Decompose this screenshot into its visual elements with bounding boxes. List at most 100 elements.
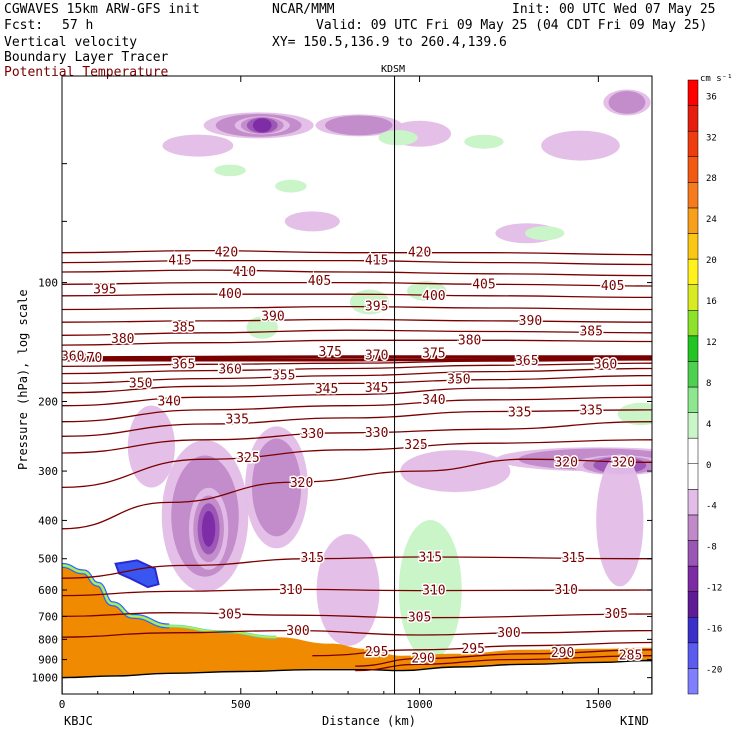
- theta-contour-315: [62, 556, 652, 579]
- theta-contour-310: [62, 588, 652, 597]
- theta-contour-330: [62, 421, 652, 454]
- theta-label: 365: [172, 357, 195, 372]
- theta-label: 285: [619, 649, 642, 664]
- theta-label: 310: [279, 583, 302, 598]
- theta-label: 420: [215, 246, 238, 261]
- theta-label: 375: [318, 345, 341, 360]
- theta-label: 320: [612, 455, 635, 470]
- colorbar-swatch: [687, 565, 699, 592]
- x-tick-label: 1500: [585, 698, 612, 711]
- theta-label: 310: [422, 584, 445, 599]
- updraft-region: [378, 130, 418, 146]
- theta-label: 290: [411, 652, 434, 667]
- colorbar-label: 32: [706, 133, 717, 143]
- theta-label: 315: [301, 551, 324, 566]
- theta-label: 390: [519, 314, 542, 329]
- theta-contour-410: [62, 269, 652, 277]
- colorbar-label: -8: [706, 543, 717, 553]
- theta-label: 345: [365, 381, 388, 396]
- theta-label: 330: [365, 426, 388, 441]
- x-tick-label: 0: [59, 698, 66, 711]
- theta-contour-370: [62, 357, 652, 362]
- colorbar-swatch: [687, 668, 699, 695]
- colorbar-label: 36: [706, 92, 717, 102]
- x-tick-label: 500: [231, 698, 251, 711]
- colorbar-swatch: [687, 258, 699, 285]
- colorbar-swatch: [687, 463, 699, 490]
- updraft-region: [349, 289, 390, 315]
- colorbar-swatch: [687, 79, 699, 106]
- theta-contour-350: [62, 374, 652, 394]
- theta-contour-355: [62, 367, 652, 385]
- colorbar-swatch: [687, 130, 699, 158]
- theta-label: 305: [218, 608, 241, 623]
- colorbar-swatch: [687, 284, 699, 311]
- theta-label: 305: [408, 611, 431, 626]
- y-tick-label: 600: [38, 584, 58, 597]
- field-vertical-velocity: Vertical velocity: [4, 35, 138, 50]
- downdraft-region: [596, 454, 644, 587]
- theta-label: 310: [554, 583, 577, 598]
- downdraft-region: [201, 510, 216, 547]
- theta-label: 320: [290, 476, 313, 491]
- theta-label: 335: [225, 412, 248, 427]
- theta-label: 360: [61, 350, 84, 365]
- plot-area: 420 420 415 415 410 405 405 405 400 400 395 395 390 3…: [61, 89, 652, 694]
- updraft-region: [525, 226, 565, 241]
- colorbar-swatch: [687, 437, 699, 464]
- theta-label: 345: [315, 382, 338, 397]
- theta-label: 300: [497, 626, 520, 641]
- y-tick-label: 1000: [32, 672, 59, 685]
- downdraft-region: [284, 211, 340, 232]
- left-endpoint-label: KBJC: [64, 714, 93, 728]
- theta-label: 325: [404, 438, 427, 453]
- theta-label: 370: [365, 349, 388, 364]
- y-tick-label: 200: [38, 396, 58, 409]
- theta-contour-320: [62, 458, 652, 530]
- theta-contour-375: [62, 355, 652, 360]
- colorbar-swatch: [687, 642, 699, 669]
- downdraft-region: [252, 438, 302, 537]
- colorbar-swatch: [687, 591, 699, 618]
- theta-label: 315: [562, 551, 585, 566]
- colorbar-label: 16: [706, 297, 717, 307]
- forecast-label: Fcst:: [4, 18, 44, 33]
- updraft-region: [464, 134, 504, 149]
- colorbar-swatch: [687, 412, 699, 439]
- theta-label: 390: [261, 310, 284, 325]
- theta-label: 410: [233, 265, 256, 280]
- theta-label: 415: [168, 254, 191, 269]
- station-marker-label: KDSM: [381, 64, 406, 75]
- theta-contour-395: [62, 305, 652, 311]
- theta-contour-415: [62, 259, 652, 266]
- theta-label: 340: [422, 393, 445, 408]
- y-tick-label: 400: [38, 514, 58, 527]
- model-title: CGWAVES 15km ARW-GFS init: [4, 2, 200, 17]
- theta-contour-360: [62, 362, 652, 375]
- theta-contour-325: [62, 439, 652, 489]
- theta-label: 405: [308, 274, 331, 289]
- theta-contour-420: [62, 249, 652, 256]
- updraft-region: [617, 402, 652, 426]
- theta-label: 290: [551, 646, 574, 661]
- colorbar-label: 0: [706, 461, 711, 471]
- updraft-region: [246, 316, 278, 339]
- y-axis-label: Pressure (hPa), log scale: [16, 289, 30, 470]
- theta-label: 350: [447, 373, 470, 388]
- theta-label: 315: [419, 550, 442, 565]
- downdraft-region: [325, 115, 393, 136]
- valid-time: Valid: 09 UTC Fri 09 May 25 (04 CDT Fri …: [316, 18, 708, 33]
- theta-label: 420: [408, 246, 431, 261]
- init-time: Init: 00 UTC Wed 07 May 25: [512, 2, 716, 17]
- theta-contour-345: [62, 384, 652, 407]
- theta-label: 295: [461, 642, 484, 657]
- colorbar-swatch: [687, 207, 699, 234]
- theta-contour-400: [62, 293, 652, 299]
- theta-label: 335: [579, 404, 602, 419]
- plot-frame: [61, 75, 653, 695]
- theta-contour-285: [355, 655, 652, 672]
- y-tick-label: 500: [38, 553, 58, 566]
- colorbar-swatch: [687, 514, 699, 541]
- y-tick-label: 700: [38, 610, 58, 623]
- theta-label: 385: [579, 325, 602, 340]
